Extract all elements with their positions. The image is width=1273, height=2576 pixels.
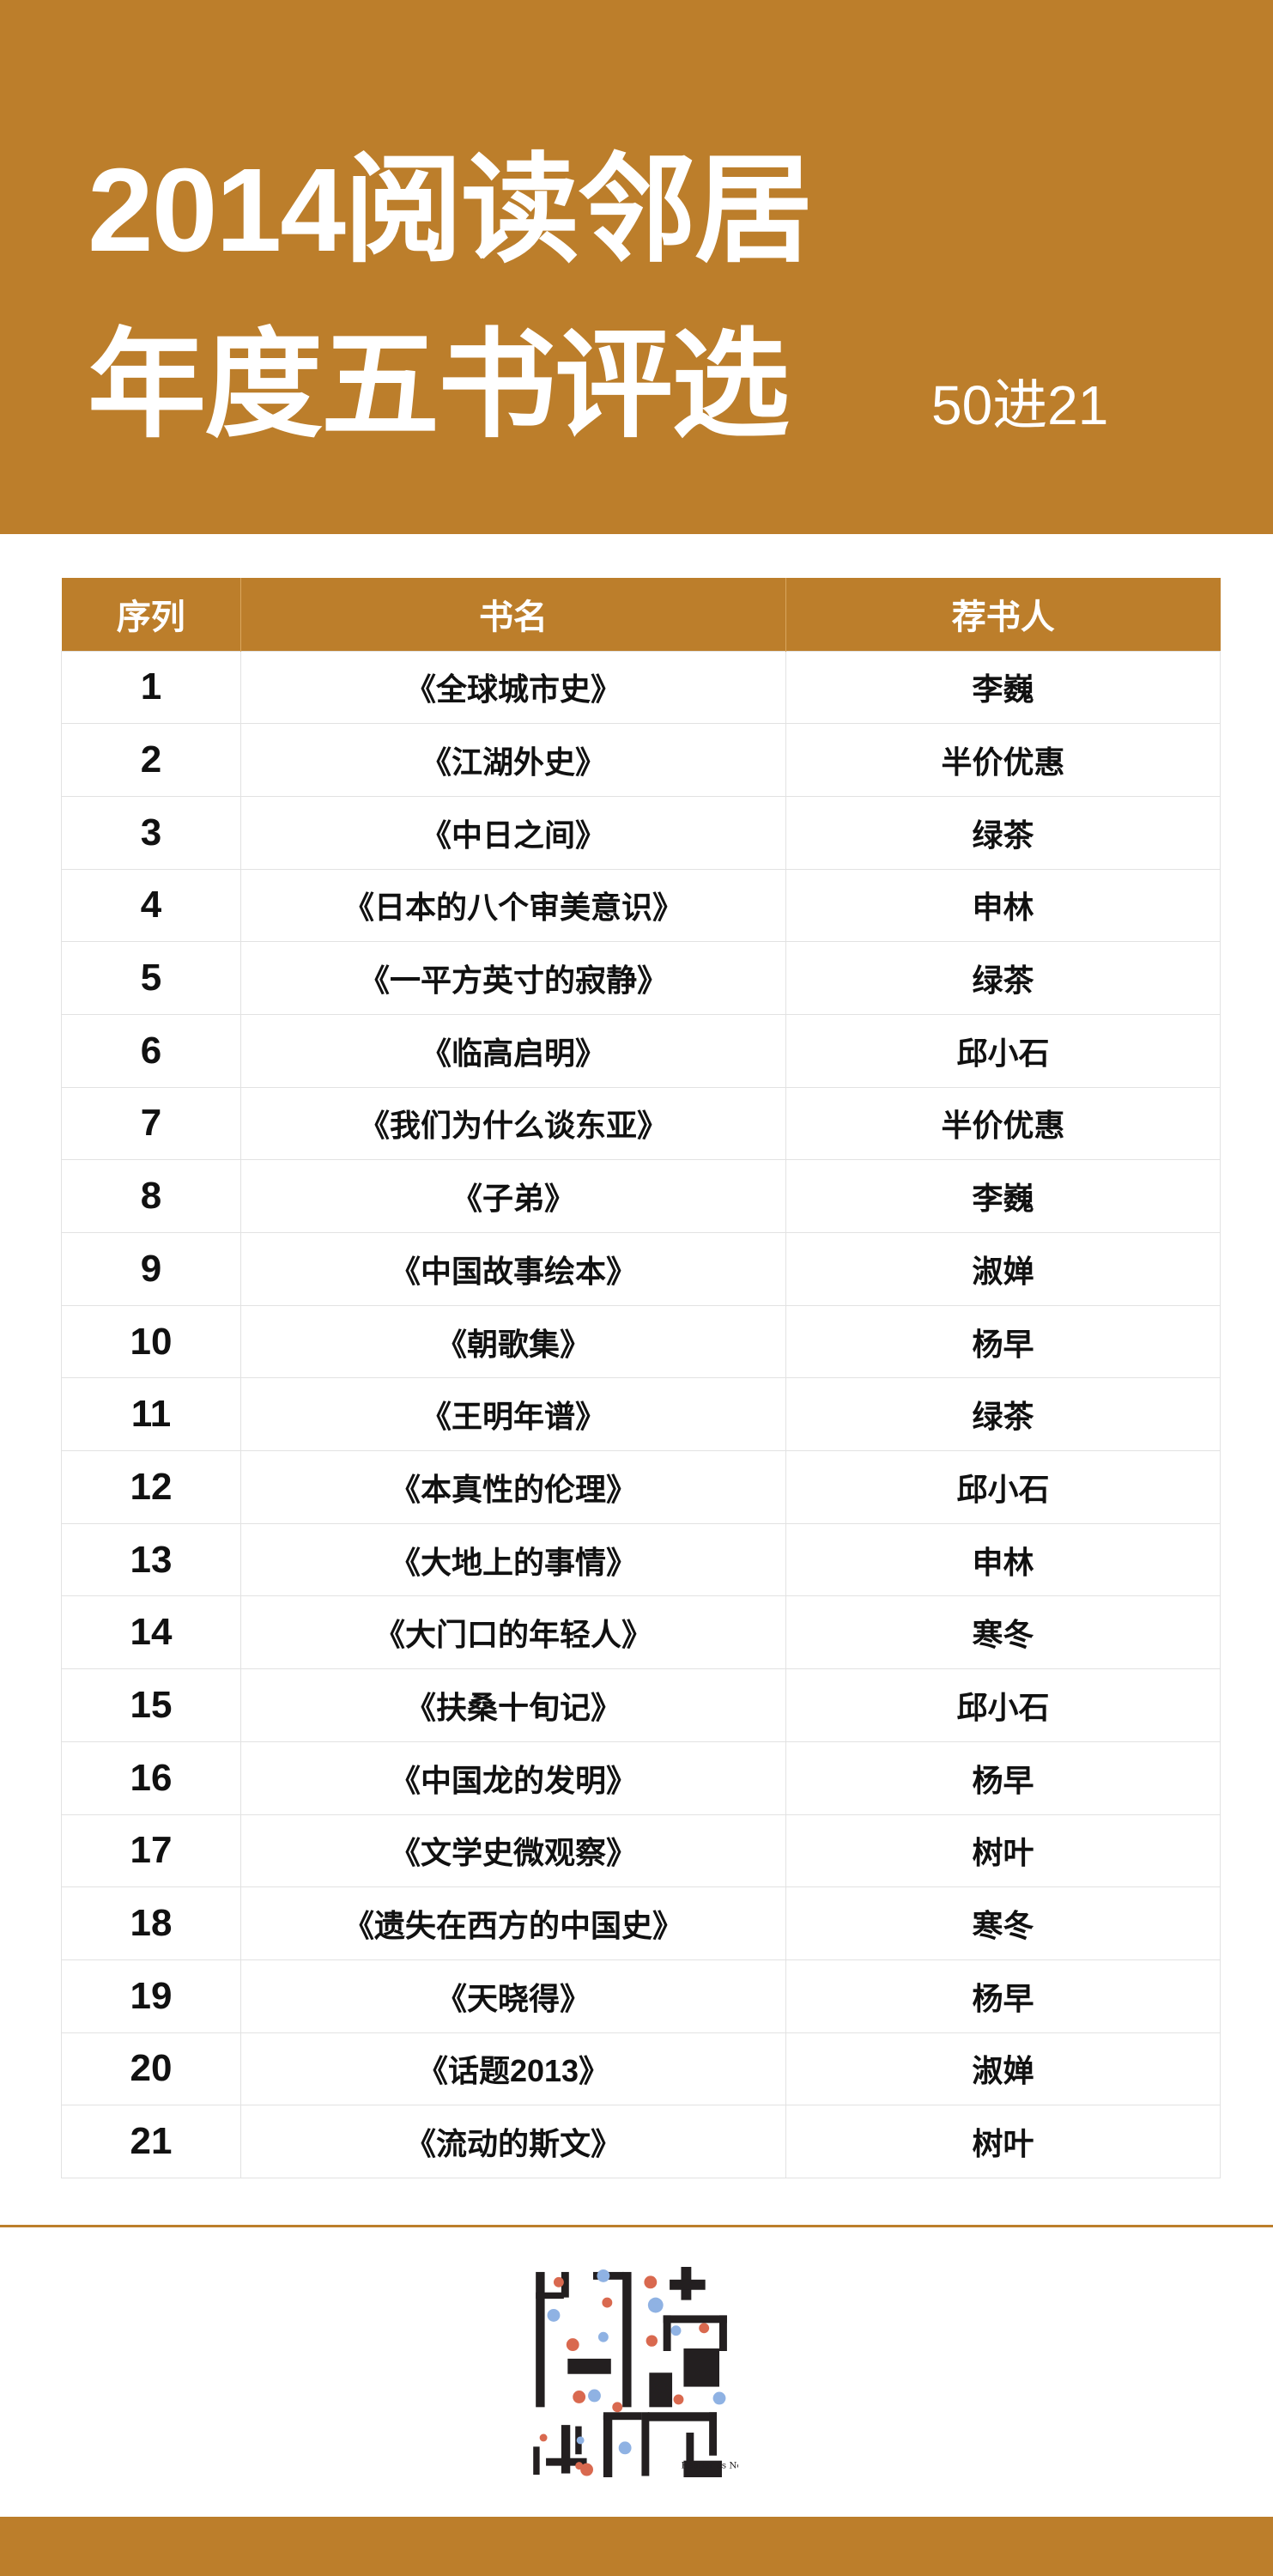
recommender-name: 李巍 xyxy=(785,650,1221,725)
row-number: 11 xyxy=(61,1377,241,1452)
table-row: 4 《日本的八个审美意识》 申林 xyxy=(61,868,1221,943)
book-title: 《扶桑十旬记》 xyxy=(240,1668,786,1742)
recommender-name: 寒冬 xyxy=(785,1595,1221,1670)
book-title: 《临高启明》 xyxy=(240,1013,786,1088)
title-line1: 2014阅读邻居 xyxy=(88,144,813,276)
row-number: 14 xyxy=(61,1595,241,1670)
row-number: 15 xyxy=(61,1668,241,1742)
recommender-name: 绿茶 xyxy=(785,1377,1221,1452)
row-number: 20 xyxy=(61,2032,241,2106)
row-number: 1 xyxy=(61,650,241,725)
row-number: 7 xyxy=(61,1086,241,1161)
row-number: 5 xyxy=(61,941,241,1015)
divider xyxy=(0,2225,1273,2227)
title-line2: 年度五书评选 xyxy=(88,319,790,452)
row-number: 8 xyxy=(61,1159,241,1233)
recommender-name: 绿茶 xyxy=(785,941,1221,1015)
book-title: 《流动的斯文》 xyxy=(240,2105,786,2178)
row-number: 3 xyxy=(61,795,241,870)
book-title: 《中日之间》 xyxy=(240,795,786,870)
table-row: 21 《流动的斯文》 树叶 xyxy=(61,2105,1221,2178)
book-title: 《本真性的伦理》 xyxy=(240,1450,786,1524)
recommender-name: 申林 xyxy=(785,1522,1221,1597)
book-title: 《我们为什么谈东亚》 xyxy=(240,1086,786,1161)
book-title: 《一平方英寸的寂静》 xyxy=(240,941,786,1015)
logo-lettering: Reader as Neighbor xyxy=(681,2461,738,2471)
row-number: 10 xyxy=(61,1304,241,1379)
table-row: 5 《一平方英寸的寂静》 绿茶 xyxy=(61,941,1221,1015)
book-title: 《全球城市史》 xyxy=(240,650,786,725)
book-title: 《大地上的事情》 xyxy=(240,1522,786,1597)
table-row: 15 《扶桑十旬记》 邱小石 xyxy=(61,1668,1221,1742)
row-number: 13 xyxy=(61,1522,241,1597)
table-row: 12 《本真性的伦理》 邱小石 xyxy=(61,1450,1221,1524)
recommender-name: 绿茶 xyxy=(785,795,1221,870)
recommender-name: 邱小石 xyxy=(785,1450,1221,1524)
book-title: 《江湖外史》 xyxy=(240,723,786,797)
row-number: 12 xyxy=(61,1450,241,1524)
table-row: 1 《全球城市史》 李巍 xyxy=(61,650,1221,725)
row-number: 9 xyxy=(61,1232,241,1306)
table-row: 10 《朝歌集》 杨早 xyxy=(61,1304,1221,1379)
row-number: 21 xyxy=(61,2105,241,2178)
footer-band xyxy=(0,2517,1273,2576)
table-header-row: 序列 书名 荐书人 xyxy=(61,578,1221,651)
book-title: 《日本的八个审美意识》 xyxy=(240,868,786,943)
recommender-name: 杨早 xyxy=(785,1959,1221,2033)
book-title: 《文学史微观察》 xyxy=(240,1814,786,1888)
book-title: 《中国龙的发明》 xyxy=(240,1741,786,1815)
row-number: 6 xyxy=(61,1013,241,1088)
recommender-name: 邱小石 xyxy=(785,1013,1221,1088)
recommender-name: 杨早 xyxy=(785,1304,1221,1379)
book-title: 《遗失在西方的中国史》 xyxy=(240,1886,786,1960)
row-number: 2 xyxy=(61,723,241,797)
table-row: 7 《我们为什么谈东亚》 半价优惠 xyxy=(61,1086,1221,1161)
book-title: 《王明年谱》 xyxy=(240,1377,786,1452)
book-title: 《子弟》 xyxy=(240,1159,786,1233)
table-row: 2 《江湖外史》 半价优惠 xyxy=(61,723,1221,797)
table-row: 18 《遗失在西方的中国史》 寒冬 xyxy=(61,1886,1221,1960)
table-row: 20 《话题2013》 淑婵 xyxy=(61,2032,1221,2106)
recommender-name: 半价优惠 xyxy=(785,723,1221,797)
recommender-name: 邱小石 xyxy=(785,1668,1221,1742)
table-row: 11 《王明年谱》 绿茶 xyxy=(61,1377,1221,1452)
table-row: 19 《天晓得》 杨早 xyxy=(61,1959,1221,2033)
header-banner: 2014阅读邻居 年度五书评选 50进21 xyxy=(0,0,1273,534)
table-row: 13 《大地上的事情》 申林 xyxy=(61,1522,1221,1597)
subtitle: 50进21 xyxy=(931,374,1109,436)
table-row: 8 《子弟》 李巍 xyxy=(61,1159,1221,1233)
recommender-name: 淑婵 xyxy=(785,1232,1221,1306)
recommender-name: 寒冬 xyxy=(785,1886,1221,1960)
row-number: 16 xyxy=(61,1741,241,1815)
recommender-name: 半价优惠 xyxy=(785,1086,1221,1161)
table-row: 16 《中国龙的发明》 杨早 xyxy=(61,1741,1221,1815)
row-number: 17 xyxy=(61,1814,241,1888)
book-title: 《天晓得》 xyxy=(240,1959,786,2033)
reader-as-neighbor-logo: Reader as Neighbor xyxy=(533,2267,738,2477)
recommender-name: 李巍 xyxy=(785,1159,1221,1233)
column-header-book: 书名 xyxy=(240,578,786,651)
recommender-name: 树叶 xyxy=(785,2105,1221,2178)
table-row: 9 《中国故事绘本》 淑婵 xyxy=(61,1232,1221,1306)
table-row: 3 《中日之间》 绿茶 xyxy=(61,795,1221,870)
book-title: 《大门口的年轻人》 xyxy=(240,1595,786,1670)
book-table: 序列 书名 荐书人 1 《全球城市史》 李巍 2 《江湖外史》 半价优惠 3 《中日之间》 绿茶… xyxy=(61,578,1221,2178)
recommender-name: 申林 xyxy=(785,868,1221,943)
table-row: 17 《文学史微观察》 树叶 xyxy=(61,1814,1221,1888)
row-number: 4 xyxy=(61,868,241,943)
row-number: 19 xyxy=(61,1959,241,2033)
recommender-name: 淑婵 xyxy=(785,2032,1221,2106)
recommender-name: 树叶 xyxy=(785,1814,1221,1888)
column-header-no: 序列 xyxy=(61,578,241,651)
book-title: 《中国故事绘本》 xyxy=(240,1232,786,1306)
table-row: 14 《大门口的年轻人》 寒冬 xyxy=(61,1595,1221,1670)
table-row: 6 《临高启明》 邱小石 xyxy=(61,1013,1221,1088)
row-number: 18 xyxy=(61,1886,241,1960)
column-header-recommender: 荐书人 xyxy=(785,578,1221,651)
recommender-name: 杨早 xyxy=(785,1741,1221,1815)
book-title: 《话题2013》 xyxy=(240,2032,786,2106)
book-title: 《朝歌集》 xyxy=(240,1304,786,1379)
